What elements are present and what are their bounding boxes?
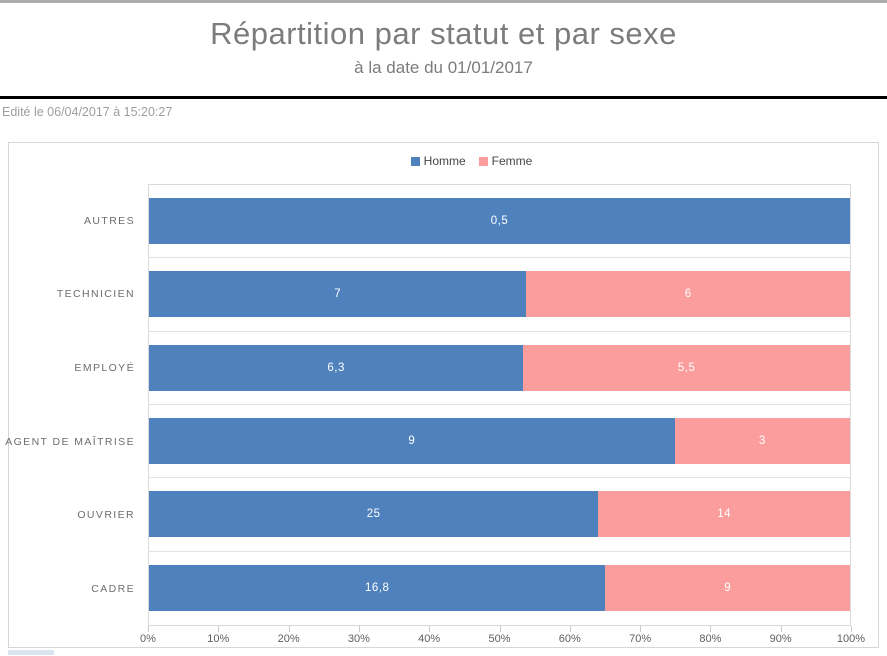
x-tick-label: 70%	[629, 633, 652, 645]
bar-segment-femme: 6	[526, 271, 850, 318]
bar-value-label: 6	[684, 288, 692, 301]
x-tick-label: 30%	[347, 633, 370, 645]
category-label: TECHNICIEN	[56, 288, 135, 301]
x-tick-label: 60%	[558, 633, 581, 645]
page-title: Répartition par statut et par sexe	[210, 16, 677, 51]
x-tick	[780, 626, 782, 632]
category-label: OUVRIER	[77, 509, 135, 522]
bar-value-label: 7	[334, 288, 342, 301]
bar-segment-homme: 6,3	[149, 344, 524, 391]
bar-value-label: 9	[724, 582, 732, 595]
bar-value-label: 16,8	[365, 582, 390, 595]
bar-value-label: 3	[758, 435, 766, 448]
x-tick	[499, 626, 501, 632]
x-tick-label: 100%	[836, 633, 866, 645]
x-tick-label: 0%	[140, 633, 156, 645]
x-tick	[851, 626, 852, 632]
category-axis: AUTRES TECHNICIEN EMPLOYÉ AGENT DE MAÎTRISE…	[5, 184, 135, 626]
top-divider-strip	[0, 0, 887, 3]
x-tick	[288, 626, 290, 632]
x-tick	[218, 626, 220, 632]
legend-label: Homme	[423, 154, 466, 168]
bar-stack: 25 14	[149, 491, 850, 538]
bar-value-label: 25	[366, 508, 381, 521]
header-divider-rule	[0, 96, 887, 99]
bar-segment-homme: 16,8	[149, 565, 606, 612]
x-tick-label: 90%	[769, 633, 792, 645]
x-axis: 0% 10% 20% 30% 40% 50% 60% 70% 80% 90% 100%	[140, 626, 865, 652]
bar-segment-femme: 14	[598, 491, 850, 538]
bar-value-label: 9	[408, 435, 416, 448]
bar-stack: 6,3 5,5	[149, 344, 850, 391]
x-tick-label: 50%	[488, 633, 511, 645]
x-tick-label: 80%	[699, 633, 722, 645]
chart-panel: Homme Femme AUTRES TECHNICIEN EMPLOYÉ AGENT …	[5, 142, 879, 648]
page-subtitle: à la date du 01/01/2017	[354, 58, 533, 77]
bar-row: 6,3 5,5	[149, 332, 850, 405]
legend-item-homme: Homme	[410, 154, 466, 168]
bar-row: 16,8 9	[149, 552, 850, 625]
bar-segment-femme: 3	[674, 418, 850, 465]
bar-segment-homme: 9	[149, 418, 675, 465]
x-tick	[640, 626, 642, 632]
bar-segment-femme: 9	[605, 565, 850, 612]
bar-segment-homme: 25	[149, 491, 599, 538]
bar-row: 0,5	[149, 185, 850, 259]
x-tick	[358, 626, 360, 632]
category-label: AUTRES	[84, 214, 135, 227]
bar-value-label: 0,5	[490, 215, 509, 228]
x-tick-label: 40%	[418, 633, 441, 645]
x-tick-label: 20%	[277, 633, 300, 645]
x-tick	[710, 626, 712, 632]
bar-stack: 16,8 9	[149, 565, 850, 612]
legend-item-femme: Femme	[478, 154, 533, 168]
category-label: AGENT DE MAÎTRISE	[5, 435, 135, 448]
bar-stack: 0,5	[149, 198, 850, 245]
x-tick-label: 10%	[207, 633, 230, 645]
legend-label: Femme	[491, 154, 533, 168]
x-tick	[148, 626, 149, 632]
legend-swatch-femme	[478, 156, 488, 166]
bar-row: 25 14	[149, 478, 850, 552]
bar-value-label: 5,5	[677, 361, 696, 374]
bar-value-label: 6,3	[327, 361, 345, 374]
bar-value-label: 14	[717, 508, 732, 521]
category-label: CADRE	[91, 583, 135, 596]
chart-legend: Homme Femme	[37, 154, 887, 168]
bar-segment-femme: 5,5	[523, 344, 850, 391]
edited-timestamp: Edité le 06/04/2017 à 15:20:27	[2, 105, 173, 119]
bar-segment-homme: 7	[149, 271, 527, 318]
plot-area: 0,5 7 6 6,3 5,5 9 3 25 14 16,8 9	[148, 184, 851, 626]
x-tick	[569, 626, 571, 632]
x-tick	[429, 626, 431, 632]
bottom-edge-strip	[8, 650, 54, 655]
category-label: EMPLOYÉ	[74, 362, 135, 375]
bar-segment-homme: 0,5	[149, 198, 850, 245]
legend-swatch-homme	[410, 156, 420, 166]
